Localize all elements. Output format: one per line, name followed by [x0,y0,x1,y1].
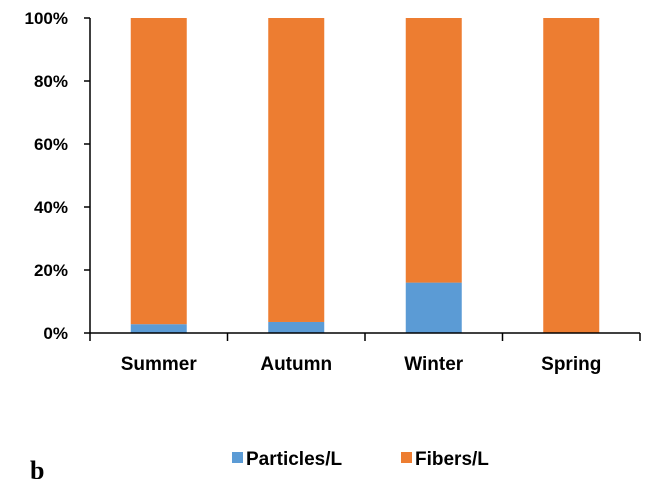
bar-particles-l-summer [130,324,187,333]
y-tick-label: 20% [34,261,68,280]
x-category-label: Winter [404,354,464,375]
y-tick-label: 100% [25,9,68,28]
legend-swatch [401,452,412,463]
legend-label: Particles/L [246,449,342,470]
y-tick-label: 60% [34,135,68,154]
bars-group [130,18,600,333]
bar-fibers-l-summer [130,18,187,325]
bar-fibers-l-winter [405,18,462,283]
axes-group [84,17,641,341]
x-category-label: Autumn [260,354,332,375]
bar-fibers-l-spring [543,18,600,333]
y-tick-label: 80% [34,72,68,91]
y-tick-label: 0% [43,324,68,343]
x-category-label: Spring [541,354,601,375]
x-category-label: Summer [121,354,198,375]
legend-swatch [232,452,243,463]
x-axis-category-labels: Summer Autumn Winter Spring [121,354,602,375]
bar-fibers-l-autumn [268,18,325,322]
legend-label: Fibers/L [415,449,489,470]
legend: Particles/L Fibers/L [232,449,489,470]
y-tick-label: 40% [34,198,68,217]
bar-particles-l-winter [405,282,462,333]
y-axis-tick-labels: 0% 20% 40% 60% 80% 100% [25,9,68,343]
panel-label: b [30,456,44,479]
bar-particles-l-autumn [268,321,325,333]
